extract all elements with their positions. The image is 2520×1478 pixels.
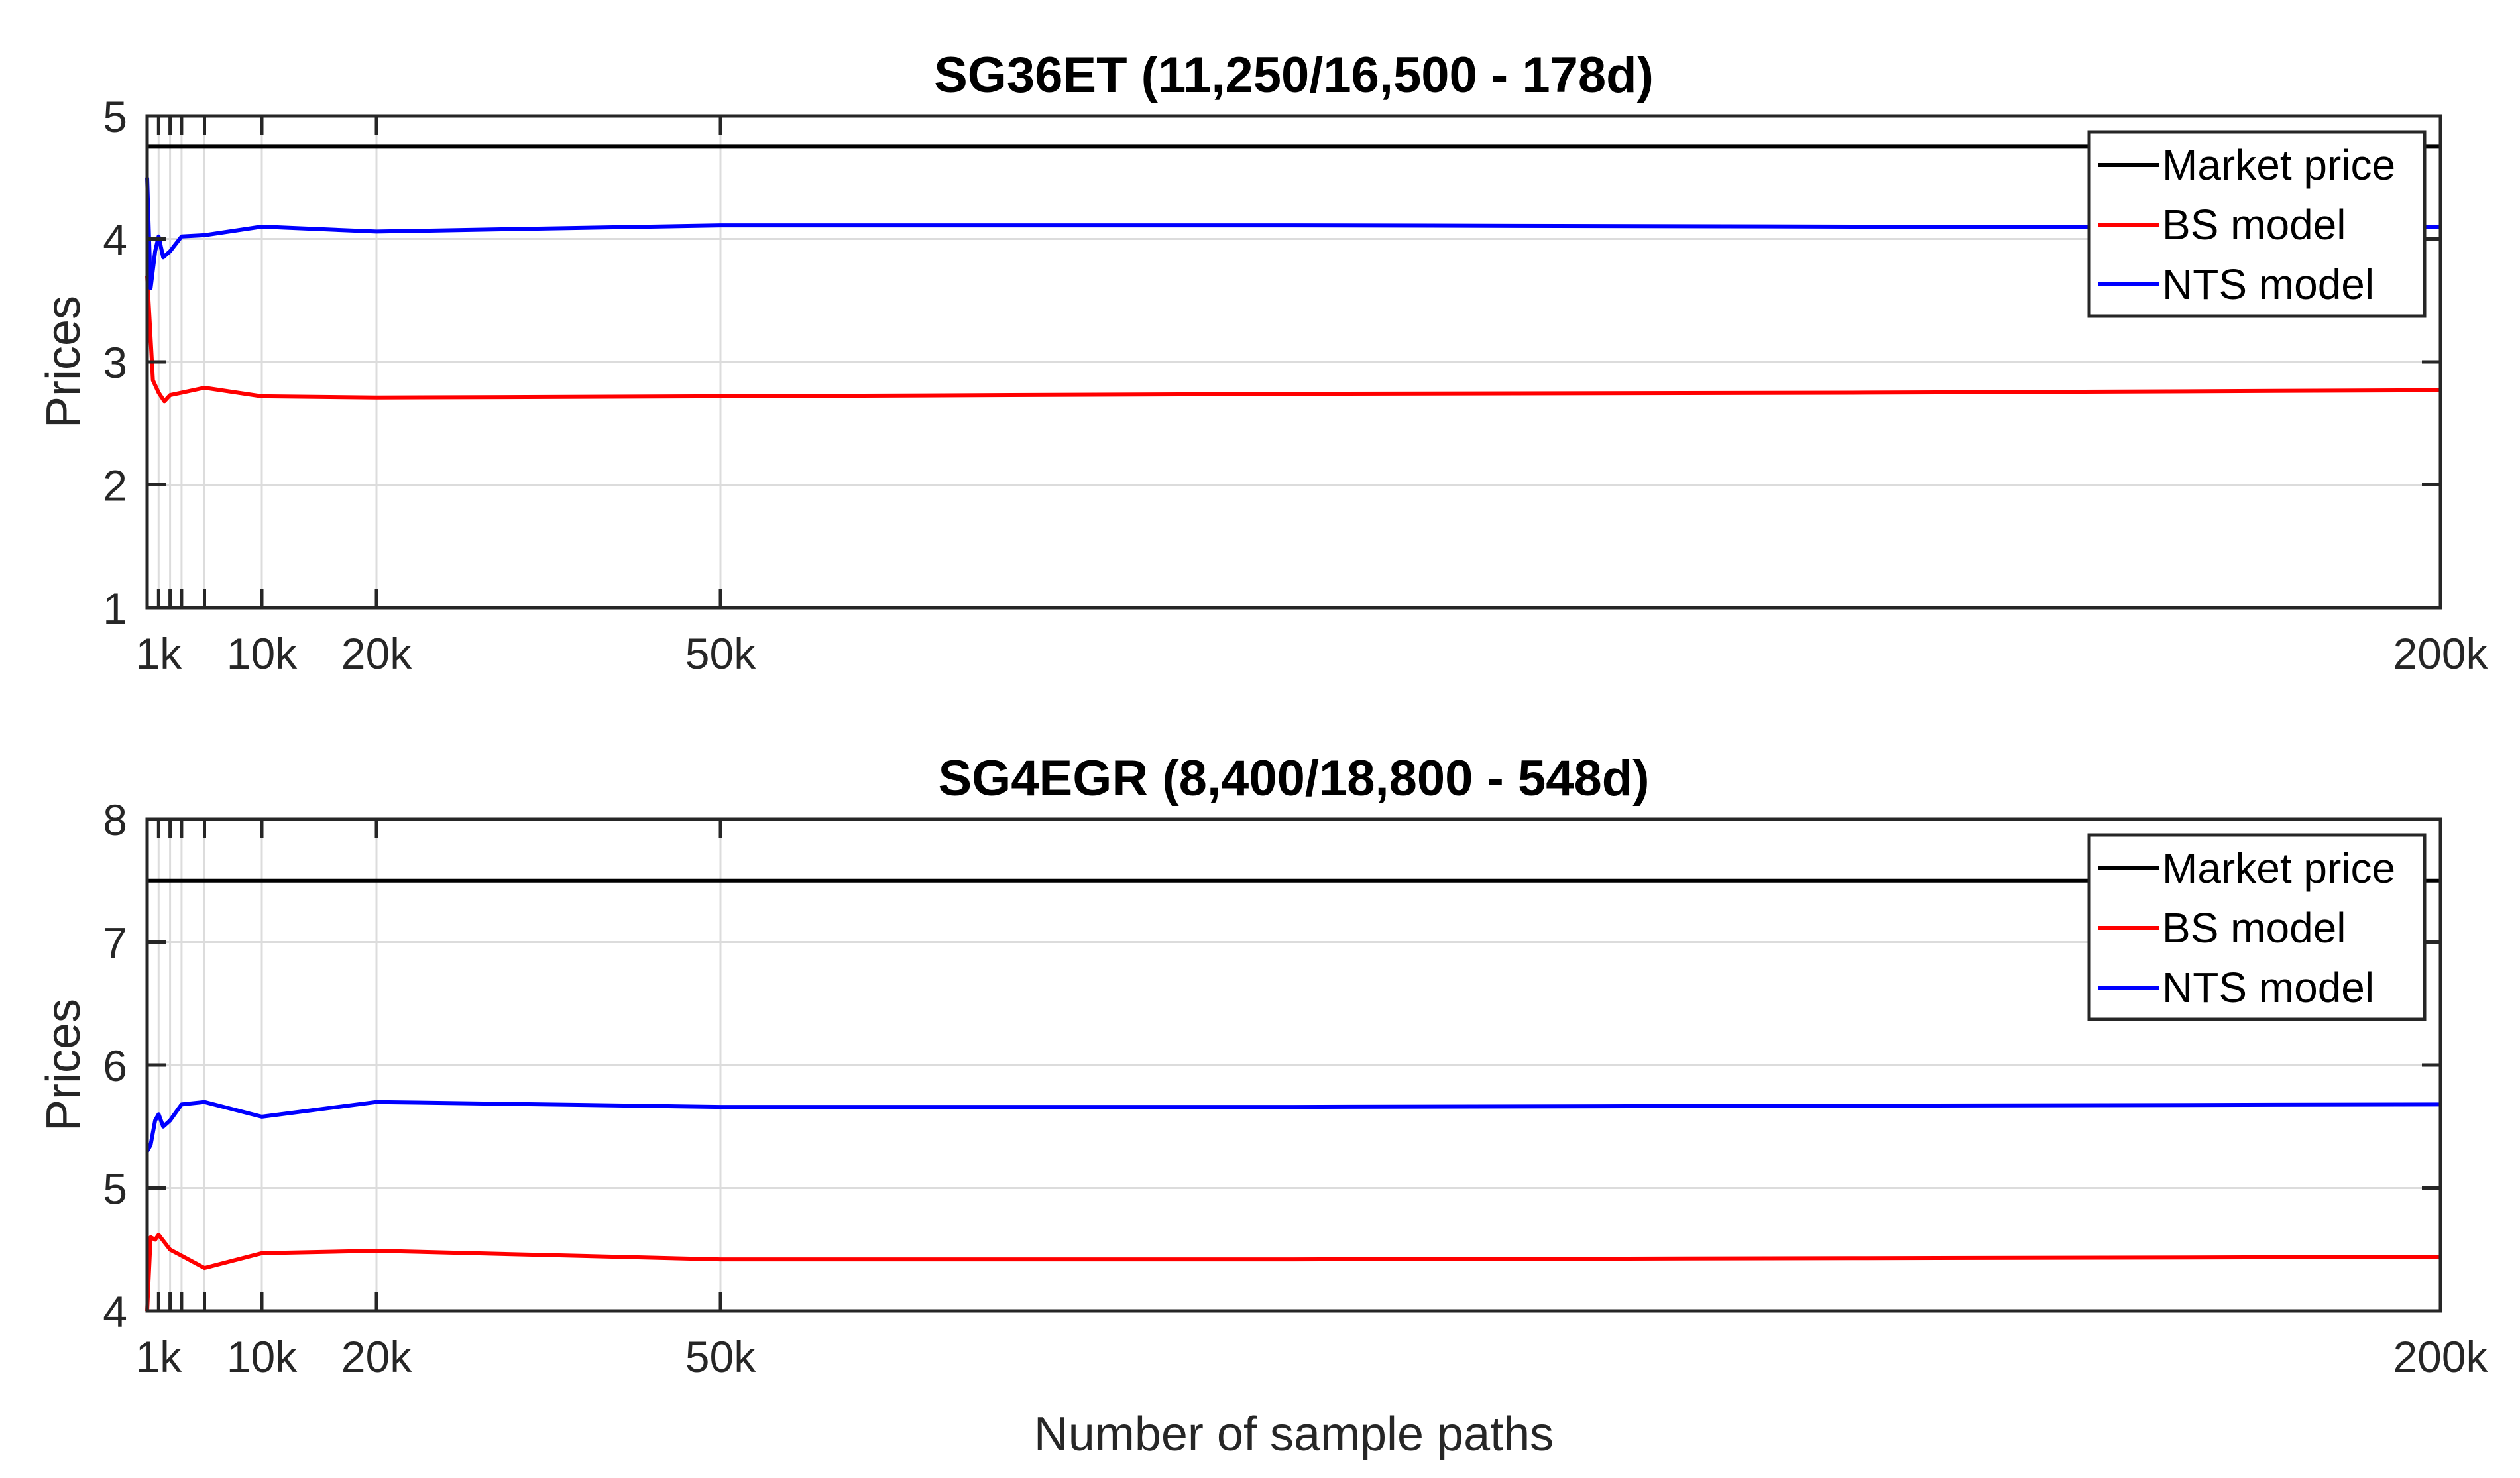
legend-label: NTS model [2162,964,2374,1011]
y-tick-label: 6 [103,1041,127,1090]
y-tick-label: 7 [103,919,127,968]
y-axis-label: Prices [37,999,90,1131]
series-line-nts-model [145,1100,2441,1153]
y-tick-label: 4 [103,1287,127,1336]
y-tick-label: 8 [103,795,127,844]
x-tick-label: 20k [341,629,412,678]
x-tick-label: 50k [685,1332,756,1381]
legend-label: BS model [2162,201,2346,249]
chart-title: SG4EGR (8,400/18,800 - 548d) [938,750,1649,807]
series-line-bs-model [145,275,2441,404]
chart-title: SG36ET (11,250/16,500 - 178d) [934,47,1654,103]
legend-label: Market price [2162,141,2395,189]
legend: Market price BS model NTS model [2087,833,2427,1021]
y-tick-label: 2 [103,461,127,510]
chart-panel-1: 1k 10k 20k 50k 200k 1 2 3 4 5 SG36ET (11,250/16,50… [37,47,2489,678]
chart-panel-2: 1k 10k 20k 50k 200k 4 5 6 7 8 SG4EGR (8,400/18,800… [37,750,2489,1461]
series-line-bs-model [145,1233,2441,1312]
y-tick-label: 1 [103,584,127,633]
x-tick-label: 10k [227,629,298,678]
x-tick-label: 20k [341,1332,412,1381]
legend-label: Market price [2162,844,2395,892]
x-tick-label: 1k [135,629,182,678]
x-tick-label: 50k [685,629,756,678]
y-tick-label: 5 [103,92,127,141]
y-tick-label: 4 [103,215,127,264]
y-tick-label: 3 [103,338,127,387]
x-tick-label: 200k [2393,629,2488,678]
y-axis-label: Prices [37,296,90,428]
x-tick-label: 200k [2393,1332,2488,1381]
legend-label: BS model [2162,904,2346,952]
x-tick-label: 1k [135,1332,182,1381]
y-tick-label: 5 [103,1165,127,1214]
x-tick-label: 10k [227,1332,298,1381]
legend: Market price BS model NTS model [2087,130,2427,318]
x-axis-label: Number of sample paths [1034,1408,1554,1461]
legend-label: NTS model [2162,260,2374,308]
series-line-nts-model [145,177,2440,290]
